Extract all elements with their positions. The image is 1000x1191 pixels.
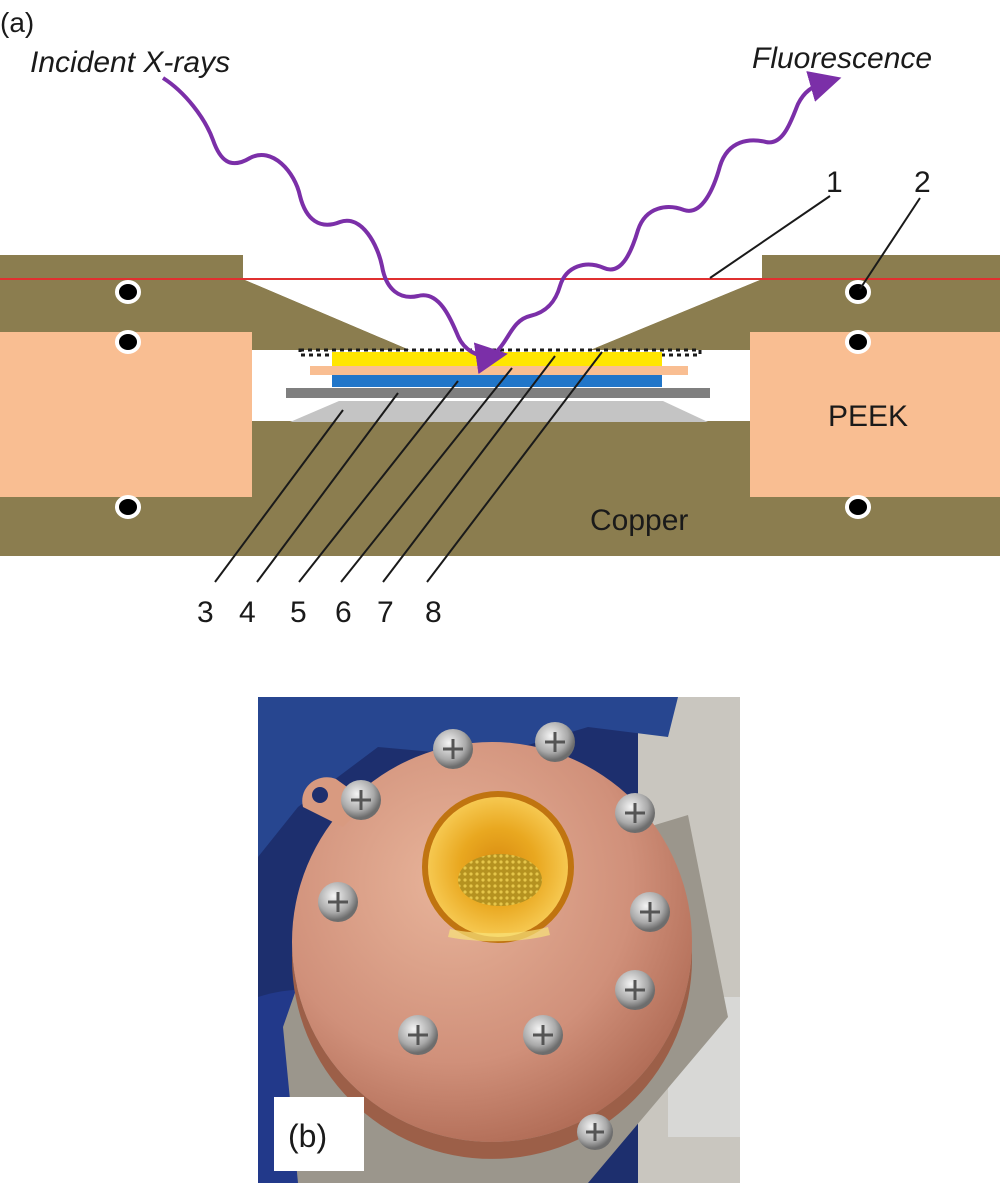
bolt-holes: [115, 280, 871, 519]
callout-8: 8: [425, 596, 442, 629]
cone-opening: [243, 279, 762, 350]
peach-layer: [310, 366, 688, 375]
fluorescence-label: Fluorescence: [752, 42, 932, 75]
incident-xrays-label: Incident X-rays: [30, 46, 230, 79]
glove-top: [258, 697, 678, 857]
callout-6: 6: [335, 596, 352, 629]
callout-leaders: [214, 195, 921, 583]
callout-3: 3: [197, 596, 214, 629]
callout-4: 4: [239, 596, 256, 629]
cone-top-gap: [243, 255, 762, 279]
panel-b-label-box: [274, 1097, 364, 1171]
callout-7: 7: [377, 596, 394, 629]
callout-2: 2: [914, 166, 931, 199]
tab-hole: [312, 787, 328, 803]
screw-slots: [328, 732, 660, 1141]
copper-label: Copper: [590, 504, 688, 537]
cell-photo: (b): [258, 697, 740, 1183]
fluorescence-wave: [494, 71, 842, 354]
peek-label: PEEK: [828, 400, 908, 433]
incident-xray-wave: [161, 76, 508, 375]
light-gray-support: [290, 401, 708, 422]
panel-a-label: (a): [0, 7, 34, 38]
gray-layer: [286, 388, 710, 398]
callout-5: 5: [290, 596, 307, 629]
yellow-layer: [332, 352, 662, 366]
blue-layer: [332, 375, 662, 387]
panel-b-label: (b): [288, 1118, 327, 1154]
callout-1: 1: [826, 166, 843, 199]
cell-schematic: (a) Incident X-rays Fluorescence PEEK Co…: [0, 7, 1000, 629]
peek-block-left: [0, 332, 252, 497]
peek-block-right: [750, 332, 1000, 497]
sample-mesh: [458, 854, 542, 906]
window-highlight: [448, 927, 550, 942]
